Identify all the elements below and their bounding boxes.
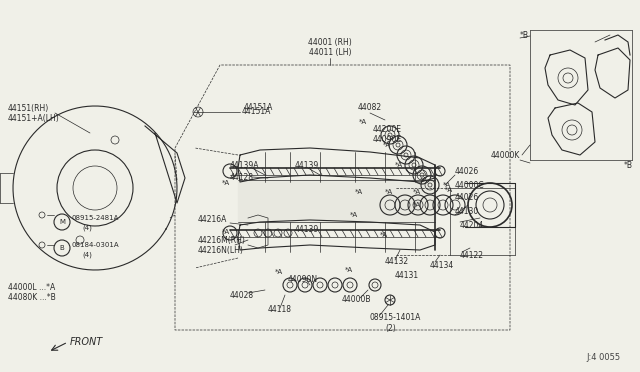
Text: 44080K ...*B: 44080K ...*B bbox=[8, 294, 56, 302]
Text: 44130: 44130 bbox=[455, 208, 479, 217]
Text: *A: *A bbox=[359, 119, 367, 125]
Text: *A: *A bbox=[395, 162, 403, 168]
Text: 44200E: 44200E bbox=[373, 125, 402, 135]
Text: 44131: 44131 bbox=[395, 270, 419, 279]
Text: *A: *A bbox=[383, 142, 391, 148]
Text: 08184-0301A: 08184-0301A bbox=[72, 242, 120, 248]
Text: 44011 (LH): 44011 (LH) bbox=[308, 48, 351, 57]
Text: *A: *A bbox=[445, 187, 453, 193]
Text: FRONT: FRONT bbox=[70, 337, 103, 347]
Text: 44151A: 44151A bbox=[242, 108, 271, 116]
Text: 44000B: 44000B bbox=[342, 295, 371, 305]
Text: *A: *A bbox=[355, 189, 363, 195]
Text: 44118: 44118 bbox=[268, 305, 292, 314]
Text: 44128: 44128 bbox=[230, 173, 254, 182]
Text: *B: *B bbox=[520, 31, 529, 39]
Text: (4): (4) bbox=[82, 252, 92, 258]
Text: *A: *A bbox=[385, 189, 393, 195]
Text: 44026: 44026 bbox=[455, 193, 479, 202]
Text: B: B bbox=[60, 245, 65, 251]
Text: *A: *A bbox=[413, 189, 421, 195]
Text: 44151+A(LH): 44151+A(LH) bbox=[8, 113, 60, 122]
Text: 44216A: 44216A bbox=[198, 215, 227, 224]
Text: 44082: 44082 bbox=[358, 103, 382, 112]
Text: 44139: 44139 bbox=[295, 225, 319, 234]
Text: 44134: 44134 bbox=[430, 260, 454, 269]
Text: 08915-2481A: 08915-2481A bbox=[72, 215, 120, 221]
Text: (4): (4) bbox=[82, 225, 92, 231]
Text: 44090N: 44090N bbox=[288, 276, 318, 285]
Text: 44216M(RH): 44216M(RH) bbox=[198, 235, 246, 244]
Text: *A: *A bbox=[275, 269, 283, 275]
Text: 44090E: 44090E bbox=[373, 135, 402, 144]
Polygon shape bbox=[238, 180, 435, 222]
Text: 44000L ...*A: 44000L ...*A bbox=[8, 283, 55, 292]
Text: *A: *A bbox=[443, 182, 451, 188]
Text: *A: *A bbox=[350, 212, 358, 218]
Text: 44000K: 44000K bbox=[491, 151, 520, 160]
Text: 44216N(LH): 44216N(LH) bbox=[198, 246, 244, 254]
Text: 44204: 44204 bbox=[460, 221, 484, 230]
Text: J:4 0055: J:4 0055 bbox=[586, 353, 620, 362]
Text: *A: *A bbox=[222, 229, 230, 235]
Text: 44028: 44028 bbox=[230, 291, 254, 299]
Text: (2): (2) bbox=[385, 324, 396, 333]
Text: M: M bbox=[59, 219, 65, 225]
Text: 44139A: 44139A bbox=[230, 160, 259, 170]
Text: *B: *B bbox=[624, 160, 633, 170]
Text: 44026: 44026 bbox=[455, 167, 479, 176]
Text: 44151(RH): 44151(RH) bbox=[8, 103, 49, 112]
Text: *A: *A bbox=[420, 177, 428, 183]
Text: 44000C: 44000C bbox=[455, 180, 484, 189]
Text: *A: *A bbox=[380, 232, 388, 238]
Text: *A: *A bbox=[413, 202, 421, 208]
Text: 44122: 44122 bbox=[460, 250, 484, 260]
Text: 44001 (RH): 44001 (RH) bbox=[308, 38, 352, 46]
Text: *A: *A bbox=[345, 267, 353, 273]
Text: 08915-1401A: 08915-1401A bbox=[370, 314, 421, 323]
Text: *A: *A bbox=[222, 180, 230, 186]
Text: 44139: 44139 bbox=[295, 160, 319, 170]
Text: 44132: 44132 bbox=[385, 257, 409, 266]
Text: 44151A: 44151A bbox=[244, 103, 273, 112]
